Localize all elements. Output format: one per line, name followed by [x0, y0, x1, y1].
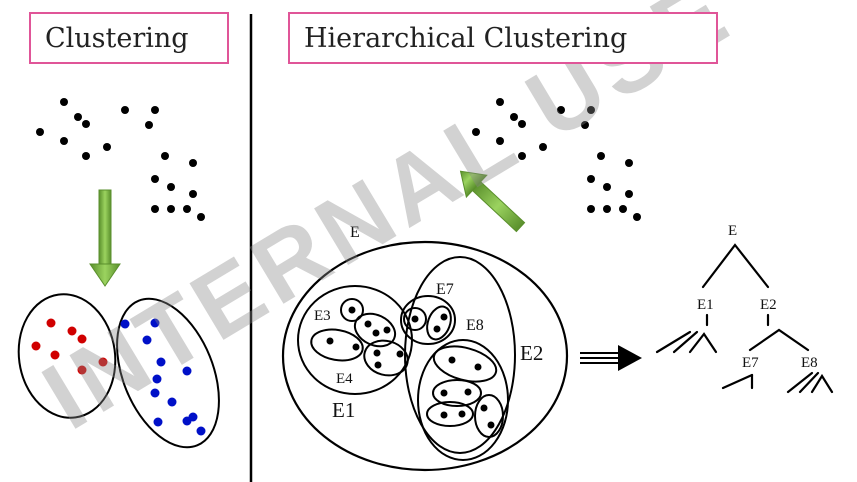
tree-node-E8: E8: [801, 355, 818, 371]
E1-subclusters: [310, 298, 409, 377]
label-E8: E8: [466, 317, 484, 334]
label-E4: E4: [336, 371, 353, 387]
title-hierarchical-text: Hierarchical Clustering: [304, 22, 628, 54]
label-E2: E2: [520, 341, 543, 365]
label-E7: E7: [436, 281, 454, 298]
green-down-arrow: [89, 189, 121, 287]
right-scatter-points: [472, 98, 641, 221]
label-E3: E3: [314, 308, 331, 324]
tree-node-E2: E2: [760, 297, 777, 313]
tree-node-E1: E1: [697, 297, 714, 313]
E8-subclusters: [426, 345, 504, 438]
E8-points: [440, 356, 495, 429]
cluster-E7-ellipse: [400, 295, 456, 345]
label-E1: E1: [332, 398, 355, 422]
E7-points: [411, 313, 448, 333]
red-cluster-points: [31, 318, 108, 375]
title-clustering: Clustering: [29, 12, 229, 64]
cluster-E8-ellipse: [417, 339, 509, 461]
watermark: INTERNAL USE: [26, 0, 749, 450]
dendrogram-tree: [655, 243, 834, 394]
left-scatter-points: [36, 98, 205, 221]
cluster-E-ellipse: [281, 240, 569, 472]
E1-points: [326, 306, 404, 369]
green-diagonal-arrow: [459, 170, 526, 233]
label-E: E: [350, 224, 360, 241]
implies-arrow: [580, 345, 642, 371]
red-cluster-ellipse: [17, 293, 117, 419]
title-clustering-text: Clustering: [45, 22, 189, 54]
cluster-E2-ellipse: [404, 256, 516, 454]
blue-cluster-points: [120, 318, 206, 436]
blue-cluster-ellipse: [116, 297, 220, 449]
E7-subclusters: [403, 305, 452, 341]
tree-root-E: E: [728, 223, 737, 239]
tree-node-E7: E7: [742, 355, 759, 371]
title-hierarchical-clustering: Hierarchical Clustering: [288, 12, 718, 64]
